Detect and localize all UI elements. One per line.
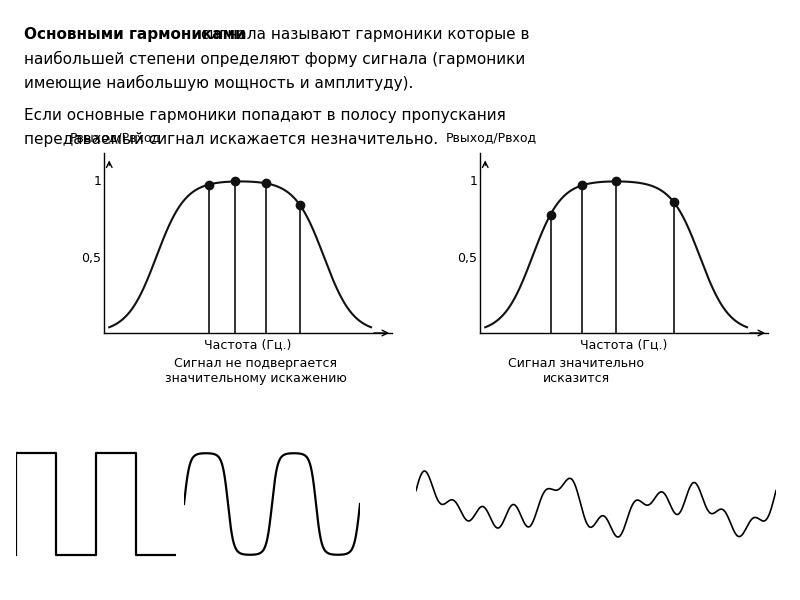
Text: передаваемый сигнал искажается незначительно.: передаваемый сигнал искажается незначите… bbox=[24, 132, 438, 147]
Text: Основными гармониками: Основными гармониками bbox=[24, 27, 246, 42]
Text: имеющие наибольшую мощность и амплитуду).: имеющие наибольшую мощность и амплитуду)… bbox=[24, 75, 414, 91]
Text: Рвыход/Рвход: Рвыход/Рвход bbox=[70, 131, 161, 145]
Text: Если основные гармоники попадают в полосу пропускания: Если основные гармоники попадают в полос… bbox=[24, 108, 506, 123]
Text: Сигнал значительно
исказится: Сигнал значительно исказится bbox=[508, 357, 644, 385]
Text: Рвыход/Рвход: Рвыход/Рвход bbox=[446, 131, 537, 145]
Text: наибольшей степени определяют форму сигнала (гармоники: наибольшей степени определяют форму сигн… bbox=[24, 51, 526, 67]
Text: Сигнал не подвергается
значительному искажению: Сигнал не подвергается значительному иск… bbox=[165, 357, 347, 385]
X-axis label: Частота (Гц.): Частота (Гц.) bbox=[580, 338, 668, 352]
X-axis label: Частота (Гц.): Частота (Гц.) bbox=[204, 338, 292, 352]
Text: сигнала называют гармоники которые в: сигнала называют гармоники которые в bbox=[196, 27, 530, 42]
